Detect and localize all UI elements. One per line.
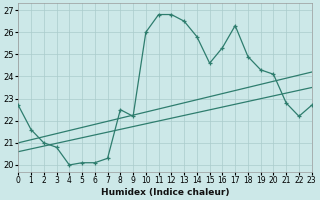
X-axis label: Humidex (Indice chaleur): Humidex (Indice chaleur) [101,188,229,197]
